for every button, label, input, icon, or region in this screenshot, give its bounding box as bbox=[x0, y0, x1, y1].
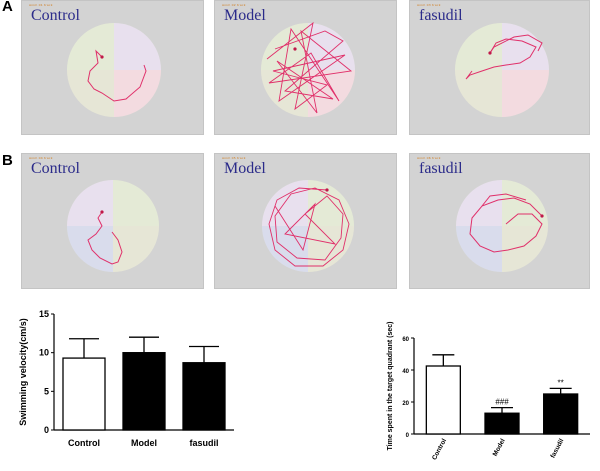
velocity-bar-chart: 0 5 10 15 Swimming velocity(cm/s) Control Mode… bbox=[18, 309, 234, 448]
y-tick-label: 60 bbox=[402, 337, 409, 343]
swim-track bbox=[469, 197, 543, 253]
pool-track-svg bbox=[456, 180, 548, 272]
panel-b-label: B bbox=[2, 152, 13, 169]
pool-track-svg bbox=[262, 180, 354, 272]
category-label: Control bbox=[68, 438, 100, 448]
y-tick-label: 5 bbox=[44, 386, 49, 396]
bar-model bbox=[122, 352, 166, 431]
bar-fasudil bbox=[182, 362, 226, 431]
pool-track-svg bbox=[455, 23, 549, 117]
tile-label: fasudil bbox=[419, 160, 463, 177]
y-tick-label: 20 bbox=[402, 401, 409, 407]
tile-meta: Anim 05 track bbox=[222, 156, 246, 160]
swim-track bbox=[481, 193, 527, 207]
start-marker bbox=[293, 47, 297, 51]
y-tick-label: 40 bbox=[402, 369, 409, 375]
bar-fasudil bbox=[543, 393, 579, 435]
y-axis-label: Time spent in the target quadrant (sec) bbox=[387, 321, 394, 450]
tile-label: Model bbox=[224, 7, 266, 24]
category-label: Control bbox=[431, 437, 448, 461]
tile-meta: Anim 06 track bbox=[417, 156, 441, 160]
tile-label: Model bbox=[224, 160, 266, 177]
y-tick-label: 15 bbox=[39, 309, 49, 319]
pool-track-svg bbox=[67, 23, 161, 117]
swim-track bbox=[87, 211, 123, 265]
quadrant-sw bbox=[67, 70, 114, 117]
start-marker bbox=[100, 210, 104, 214]
tile-meta: Anim 02 track bbox=[222, 3, 246, 7]
tile-meta: Anim 04 track bbox=[29, 156, 53, 160]
y-axis-label: Swimming velocity(cm/s) bbox=[18, 318, 28, 426]
start-marker bbox=[325, 188, 329, 192]
bar-control bbox=[425, 365, 461, 435]
category-label: fasudil bbox=[549, 437, 565, 459]
track-tile-a-control: Anim 01 track Control bbox=[21, 0, 204, 135]
tile-meta: Anim 03 track bbox=[417, 3, 441, 7]
swim-track bbox=[87, 49, 147, 102]
tile-label: fasudil bbox=[419, 7, 463, 24]
quadrant-ne bbox=[114, 23, 161, 70]
significance-mark: ** bbox=[558, 378, 564, 387]
tile-meta: Anim 01 track bbox=[29, 3, 53, 7]
quadrant-se bbox=[114, 70, 161, 117]
target-quadrant-bar-chart: 0 20 40 60 Time spent in the target quadrant… bbox=[387, 321, 590, 461]
quadrant-nw bbox=[67, 23, 114, 70]
track-tile-b-model: Anim 05 track Model bbox=[214, 153, 397, 289]
category-label: fasudil bbox=[189, 438, 218, 448]
track-tile-a-fasudil: Anim 03 track fasudil bbox=[409, 0, 590, 135]
panel-a-label: A bbox=[2, 0, 13, 15]
swim-track bbox=[489, 34, 543, 54]
start-marker bbox=[100, 55, 104, 59]
start-marker bbox=[488, 51, 492, 55]
pool-track-svg bbox=[261, 21, 355, 117]
y-tick-label: 0 bbox=[406, 433, 410, 439]
track-tile-b-control: Anim 04 track Control bbox=[21, 153, 204, 289]
swim-track bbox=[465, 38, 537, 80]
category-label: Model bbox=[492, 437, 507, 457]
significance-mark: ### bbox=[495, 398, 509, 407]
tile-label: Control bbox=[31, 160, 80, 177]
pool-track-svg bbox=[67, 180, 159, 272]
bar-control bbox=[62, 357, 106, 431]
y-tick-label: 0 bbox=[44, 425, 49, 435]
track-tile-a-model: Anim 02 track Model bbox=[214, 0, 397, 135]
track-tile-b-fasudil: Anim 06 track fasudil bbox=[409, 153, 590, 289]
category-label: Model bbox=[131, 438, 157, 448]
start-marker bbox=[540, 214, 544, 218]
swim-track bbox=[266, 21, 353, 114]
swim-track bbox=[268, 187, 350, 267]
tile-label: Control bbox=[31, 7, 80, 24]
bar-model bbox=[484, 412, 520, 435]
y-tick-label: 10 bbox=[39, 348, 49, 358]
